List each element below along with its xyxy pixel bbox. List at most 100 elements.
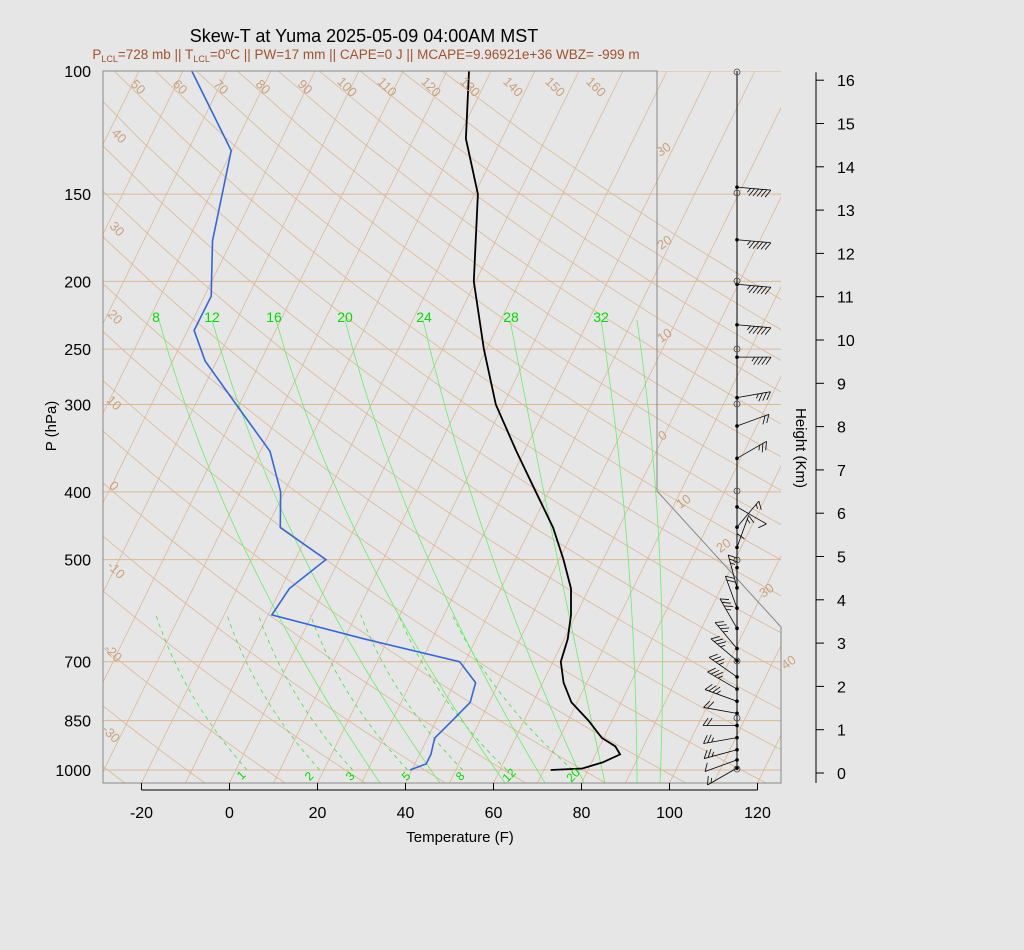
isotherm-line bbox=[537, 286, 781, 783]
wind-barb-flag bbox=[755, 504, 758, 510]
theta-e-line bbox=[422, 319, 585, 783]
isotherm-line bbox=[713, 644, 781, 783]
temperature-tick-label: 0 bbox=[225, 805, 234, 822]
height-tick-label: 14 bbox=[837, 160, 855, 177]
wind-barb-staff bbox=[736, 186, 771, 191]
isotherm-line bbox=[802, 71, 1024, 783]
wind-barb-flag bbox=[748, 241, 755, 249]
wind-barb-flag bbox=[756, 393, 759, 399]
dry-adiabat-line bbox=[113, 71, 781, 561]
mixing-ratio-line bbox=[226, 614, 320, 771]
dry-adiabat-line bbox=[359, 71, 781, 361]
isotherm-line bbox=[669, 554, 781, 783]
subtitle-mcape: 9.96921e+36 bbox=[473, 47, 552, 62]
dry-adiabat-line bbox=[103, 705, 206, 783]
y-axis-label: P (hPa) bbox=[43, 401, 60, 452]
wind-barb-staff bbox=[736, 391, 771, 399]
theta-e-lines bbox=[158, 319, 663, 783]
wind-barb-flag bbox=[711, 751, 715, 757]
wind-barb-flag bbox=[766, 391, 771, 401]
dry-adiabat-line bbox=[103, 282, 781, 750]
height-tick-label: 8 bbox=[837, 420, 846, 437]
isotherm-line bbox=[103, 71, 228, 325]
dewpoint-trace bbox=[191, 71, 477, 771]
wind-level-circle bbox=[733, 400, 741, 408]
wind-barb-flag bbox=[764, 189, 772, 198]
isotherm-line bbox=[581, 375, 781, 783]
temperature-axis: -20 0 20 40 60 80 100 120 bbox=[130, 783, 771, 822]
wind-barb-flag bbox=[719, 662, 724, 665]
wind-level-dot bbox=[735, 456, 739, 461]
dry-adiabat-line bbox=[103, 535, 447, 783]
wind-barb-flag bbox=[747, 325, 751, 331]
theta-e-label: 16 bbox=[266, 309, 282, 325]
dry-adiabat-line bbox=[103, 330, 768, 783]
wind-barb-flag bbox=[715, 658, 725, 663]
mixing-ratio-line bbox=[398, 614, 507, 771]
temperature-tick-label: 20 bbox=[309, 805, 327, 822]
height-axis-label: Height (Km) bbox=[792, 408, 809, 488]
subtitle-pw: 17 mm bbox=[284, 47, 325, 62]
wind-barb-flag bbox=[756, 241, 764, 250]
wind-barb-staff bbox=[714, 622, 738, 649]
theta-e-line bbox=[600, 319, 638, 783]
height-tick-label: 9 bbox=[837, 376, 846, 393]
wind-barb-staff bbox=[710, 638, 738, 662]
wind-barb-staff bbox=[736, 515, 750, 548]
wind-barb-flag bbox=[710, 669, 720, 675]
height-tick-label: 11 bbox=[837, 290, 854, 307]
pressure-axis: 100 150 200 250 300 400 500 700 850 1000 bbox=[55, 64, 91, 780]
wind-barb-flag bbox=[707, 667, 716, 673]
isotherm-line bbox=[317, 71, 668, 783]
wind-level-circle bbox=[733, 657, 741, 665]
temperature-tick-label: 120 bbox=[744, 805, 771, 822]
wind-barb-staff bbox=[707, 671, 738, 690]
temperature-tick-label: 80 bbox=[573, 805, 591, 822]
wind-barb-flag bbox=[748, 188, 755, 196]
temperature-tick-label: 100 bbox=[656, 805, 683, 822]
dry-adiabat-line bbox=[103, 590, 366, 783]
temperature-tick-label: 40 bbox=[397, 805, 415, 822]
pressure-tick-label: 150 bbox=[64, 187, 91, 204]
isotherm-label: 10 bbox=[654, 325, 674, 346]
wind-barb-flag bbox=[716, 690, 721, 695]
height-tick-label: 0 bbox=[837, 766, 846, 783]
wind-barb-flag bbox=[757, 356, 764, 365]
height-tick-label: 16 bbox=[837, 73, 855, 90]
wind-barb-staff bbox=[727, 554, 738, 588]
wind-barb-flag bbox=[712, 686, 721, 693]
mixing-ratio-line bbox=[360, 614, 463, 771]
wind-barb-flag bbox=[756, 189, 764, 197]
wind-barb-flag bbox=[729, 558, 738, 563]
wind-barb-staff bbox=[704, 689, 738, 702]
theta-e-label: 32 bbox=[593, 309, 609, 325]
isotherm-line bbox=[103, 71, 360, 594]
subtitle-plcl: 728 mb bbox=[126, 47, 171, 62]
dry-adiabat-line bbox=[103, 190, 781, 672]
pressure-tick-label: 250 bbox=[64, 342, 91, 359]
height-tick-label: 12 bbox=[837, 246, 855, 263]
chart-subtitle: PLCL=728 mb || TLCL=0oC || PW=17 mm || C… bbox=[92, 46, 639, 64]
wind-barb-flag bbox=[752, 241, 759, 249]
temperature-tick-label: -20 bbox=[130, 805, 153, 822]
wind-barb-flag bbox=[760, 189, 768, 197]
wind-barb-flag bbox=[704, 683, 713, 690]
height-tick-label: 5 bbox=[837, 550, 846, 567]
wind-barb-staff bbox=[736, 283, 771, 288]
isotherm-line bbox=[405, 71, 756, 783]
wind-barb-flag bbox=[706, 717, 713, 726]
pressure-tick-label: 700 bbox=[64, 655, 91, 672]
height-tick-label: 3 bbox=[837, 636, 846, 653]
wind-barb-staff bbox=[736, 324, 771, 329]
temperature-trace bbox=[464, 71, 622, 771]
isotherm-line bbox=[103, 71, 184, 235]
wind-barb-flag bbox=[702, 717, 709, 726]
isotherm-line bbox=[103, 71, 448, 773]
plot-border bbox=[102, 70, 782, 784]
wind-barb-flag bbox=[707, 734, 712, 743]
wind-barb-flag bbox=[764, 327, 772, 335]
isotherm-line bbox=[141, 71, 492, 783]
wind-level-circle bbox=[733, 68, 741, 76]
